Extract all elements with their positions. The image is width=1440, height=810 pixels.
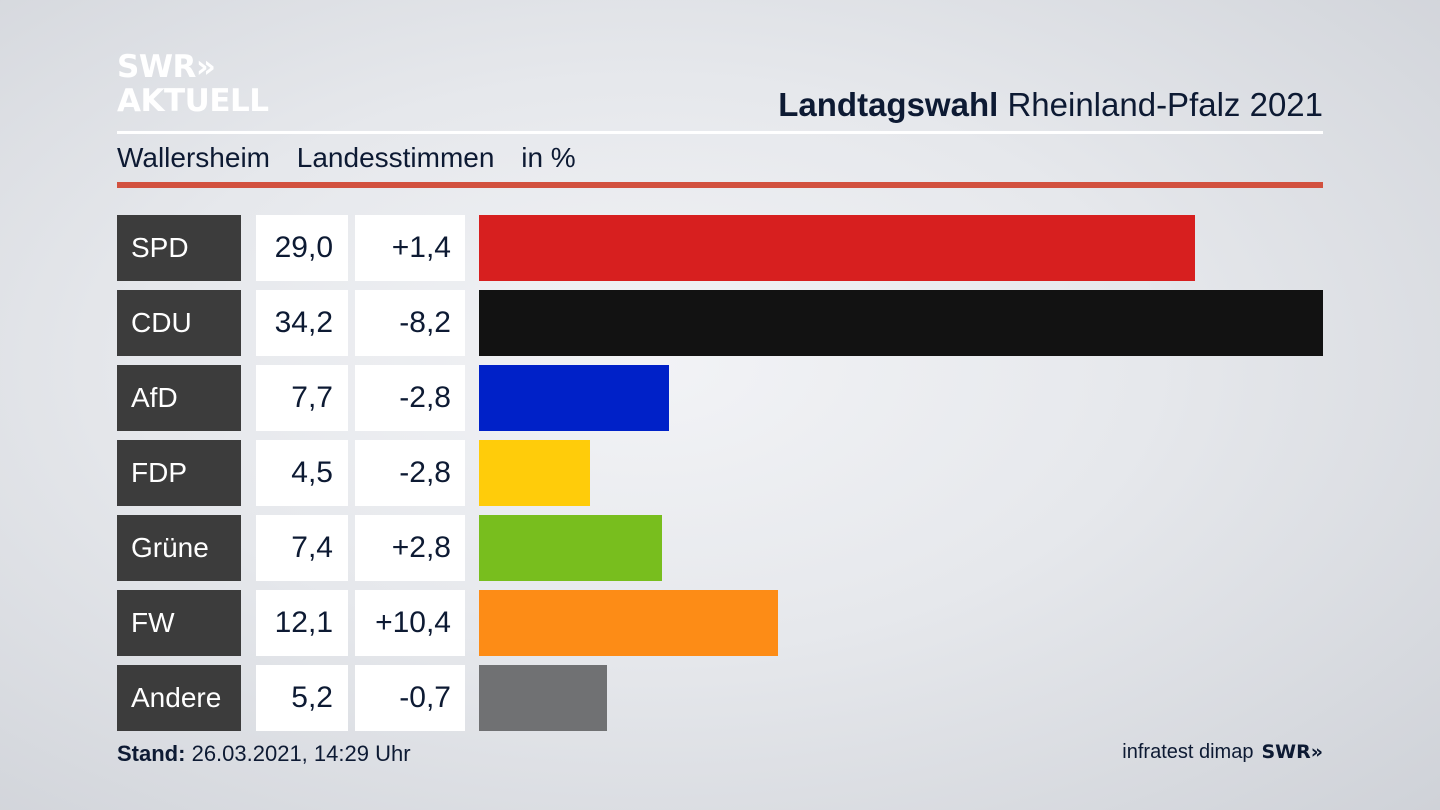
chart-title: Landtagswahl Rheinland-Pfalz 2021: [778, 86, 1323, 124]
value-label: 4,5: [256, 440, 348, 506]
change-label: +2,8: [355, 515, 465, 581]
value-label: 29,0: [256, 215, 348, 281]
title-rest: Rheinland-Pfalz 2021: [1007, 86, 1323, 123]
logo-line-2: AKTUELL: [117, 83, 269, 119]
chart-subtitle: Wallersheim Landesstimmen in %: [117, 142, 595, 174]
chart-row: FW 12,1 +10,4: [117, 590, 1323, 656]
bar: [479, 515, 662, 581]
party-label: Andere: [117, 665, 241, 731]
value-label: 5,2: [256, 665, 348, 731]
subtitle-unit: in %: [521, 142, 576, 173]
subtitle-place: Wallersheim: [117, 142, 270, 173]
chart-row: AfD 7,7 -2,8: [117, 365, 1323, 431]
subtitle-divider: [117, 182, 1323, 188]
bar: [479, 215, 1195, 281]
bar: [479, 665, 607, 731]
change-label: -2,8: [355, 365, 465, 431]
value-label: 7,4: [256, 515, 348, 581]
timestamp-label: Stand:: [117, 741, 186, 766]
bar: [479, 290, 1323, 356]
chart-row: Andere 5,2 -0,7: [117, 665, 1323, 731]
title-bold: Landtagswahl: [778, 86, 999, 123]
source-text: infratest dimap: [1122, 741, 1254, 763]
change-label: -2,8: [355, 440, 465, 506]
logo-line-1: SWR»: [117, 49, 216, 85]
bar: [479, 440, 590, 506]
party-label: AfD: [117, 365, 241, 431]
party-label: FDP: [117, 440, 241, 506]
chart-row: FDP 4,5 -2,8: [117, 440, 1323, 506]
party-label: FW: [117, 590, 241, 656]
subtitle-measure: Landesstimmen: [296, 142, 495, 173]
chart-row: Grüne 7,4 +2,8: [117, 515, 1323, 581]
swr-aktuell-logo: SWR» AKTUELL: [117, 52, 269, 117]
change-label: -0,7: [355, 665, 465, 731]
swr-footer-logo: SWR»: [1261, 741, 1323, 763]
bar: [479, 590, 778, 656]
party-label: Grüne: [117, 515, 241, 581]
party-label: SPD: [117, 215, 241, 281]
chart-row: CDU 34,2 -8,2: [117, 290, 1323, 356]
timestamp: Stand: 26.03.2021, 14:29 Uhr: [117, 741, 411, 767]
timestamp-value: 26.03.2021, 14:29 Uhr: [191, 741, 411, 766]
change-label: -8,2: [355, 290, 465, 356]
change-label: +1,4: [355, 215, 465, 281]
party-label: CDU: [117, 290, 241, 356]
source-credit: infratest dimap SWR»: [1122, 741, 1323, 764]
change-label: +10,4: [355, 590, 465, 656]
value-label: 7,7: [256, 365, 348, 431]
value-label: 12,1: [256, 590, 348, 656]
header-divider: [117, 131, 1323, 134]
value-label: 34,2: [256, 290, 348, 356]
bar: [479, 365, 669, 431]
chart-row: SPD 29,0 +1,4: [117, 215, 1323, 281]
